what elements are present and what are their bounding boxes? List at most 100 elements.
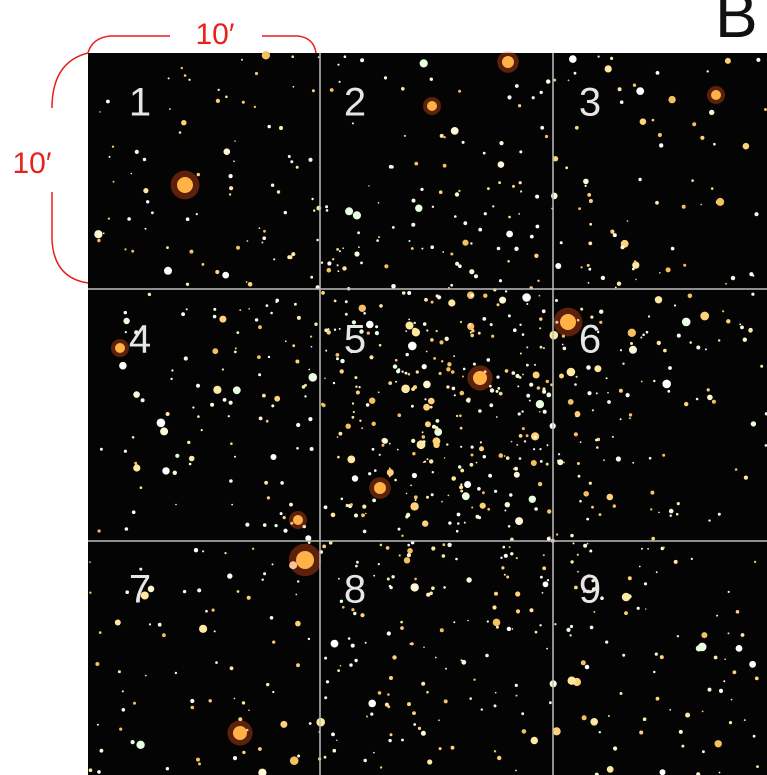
star	[639, 566, 641, 568]
star	[605, 65, 612, 72]
star	[186, 308, 188, 310]
star	[674, 560, 678, 564]
star	[415, 499, 417, 501]
star	[546, 648, 548, 650]
star	[478, 228, 482, 232]
star	[442, 554, 446, 558]
star	[539, 317, 542, 320]
star	[280, 512, 283, 515]
star	[640, 118, 647, 125]
star	[636, 87, 644, 95]
star	[100, 749, 104, 753]
star	[272, 641, 275, 644]
star	[186, 217, 190, 221]
star	[662, 380, 671, 389]
star	[406, 322, 414, 330]
star	[514, 247, 518, 251]
star	[333, 382, 335, 384]
star	[640, 337, 642, 339]
star	[448, 521, 451, 524]
star	[119, 362, 127, 370]
star	[324, 377, 326, 379]
star	[151, 211, 154, 214]
star	[749, 661, 756, 668]
star	[702, 750, 705, 753]
star	[639, 731, 643, 735]
star	[547, 509, 551, 513]
star	[451, 370, 455, 374]
star	[295, 621, 301, 627]
star	[209, 699, 212, 702]
star	[414, 162, 418, 166]
star	[239, 309, 241, 311]
star	[378, 391, 380, 393]
star	[424, 298, 428, 302]
star	[577, 462, 580, 465]
cell-number: 1	[129, 81, 151, 125]
star	[359, 305, 366, 312]
star	[432, 206, 434, 208]
star	[471, 507, 473, 509]
star	[469, 269, 474, 274]
star	[586, 518, 589, 521]
star	[219, 316, 226, 323]
star	[471, 454, 474, 457]
star	[262, 394, 266, 398]
star	[408, 373, 411, 376]
star	[407, 544, 410, 547]
star	[402, 291, 406, 295]
star	[569, 55, 577, 63]
star	[234, 140, 236, 142]
star	[426, 691, 429, 694]
star	[566, 628, 570, 632]
star	[404, 557, 410, 563]
star	[615, 287, 617, 289]
star	[453, 621, 455, 623]
star	[210, 403, 214, 407]
star	[337, 436, 339, 438]
star	[213, 386, 221, 394]
star	[312, 89, 315, 92]
star	[450, 253, 453, 256]
cell-number: 7	[129, 568, 151, 612]
star	[324, 505, 328, 509]
star	[368, 700, 376, 708]
star	[655, 201, 659, 205]
star	[422, 431, 424, 433]
star	[431, 301, 434, 304]
star	[736, 645, 743, 652]
star	[258, 373, 261, 376]
star	[580, 308, 583, 311]
star	[266, 304, 269, 307]
star	[641, 381, 643, 383]
star	[148, 293, 151, 296]
star	[405, 372, 408, 375]
star	[389, 585, 392, 588]
star	[700, 136, 704, 140]
star	[439, 190, 443, 194]
star	[362, 505, 366, 509]
star	[392, 655, 396, 659]
star	[549, 701, 552, 704]
star	[467, 399, 469, 401]
star	[448, 495, 450, 497]
star	[679, 730, 683, 734]
star	[309, 722, 312, 725]
star	[445, 668, 447, 670]
star	[725, 283, 727, 285]
star	[707, 388, 710, 391]
star	[467, 323, 474, 330]
star	[669, 709, 671, 711]
star	[681, 745, 684, 748]
star	[646, 331, 649, 334]
bright-star	[177, 177, 193, 193]
star	[339, 432, 343, 436]
star	[495, 692, 497, 694]
star	[438, 719, 440, 721]
star	[132, 436, 135, 439]
star	[629, 417, 631, 419]
star	[586, 365, 591, 370]
star	[311, 198, 313, 200]
star	[345, 313, 348, 316]
star	[258, 325, 262, 329]
